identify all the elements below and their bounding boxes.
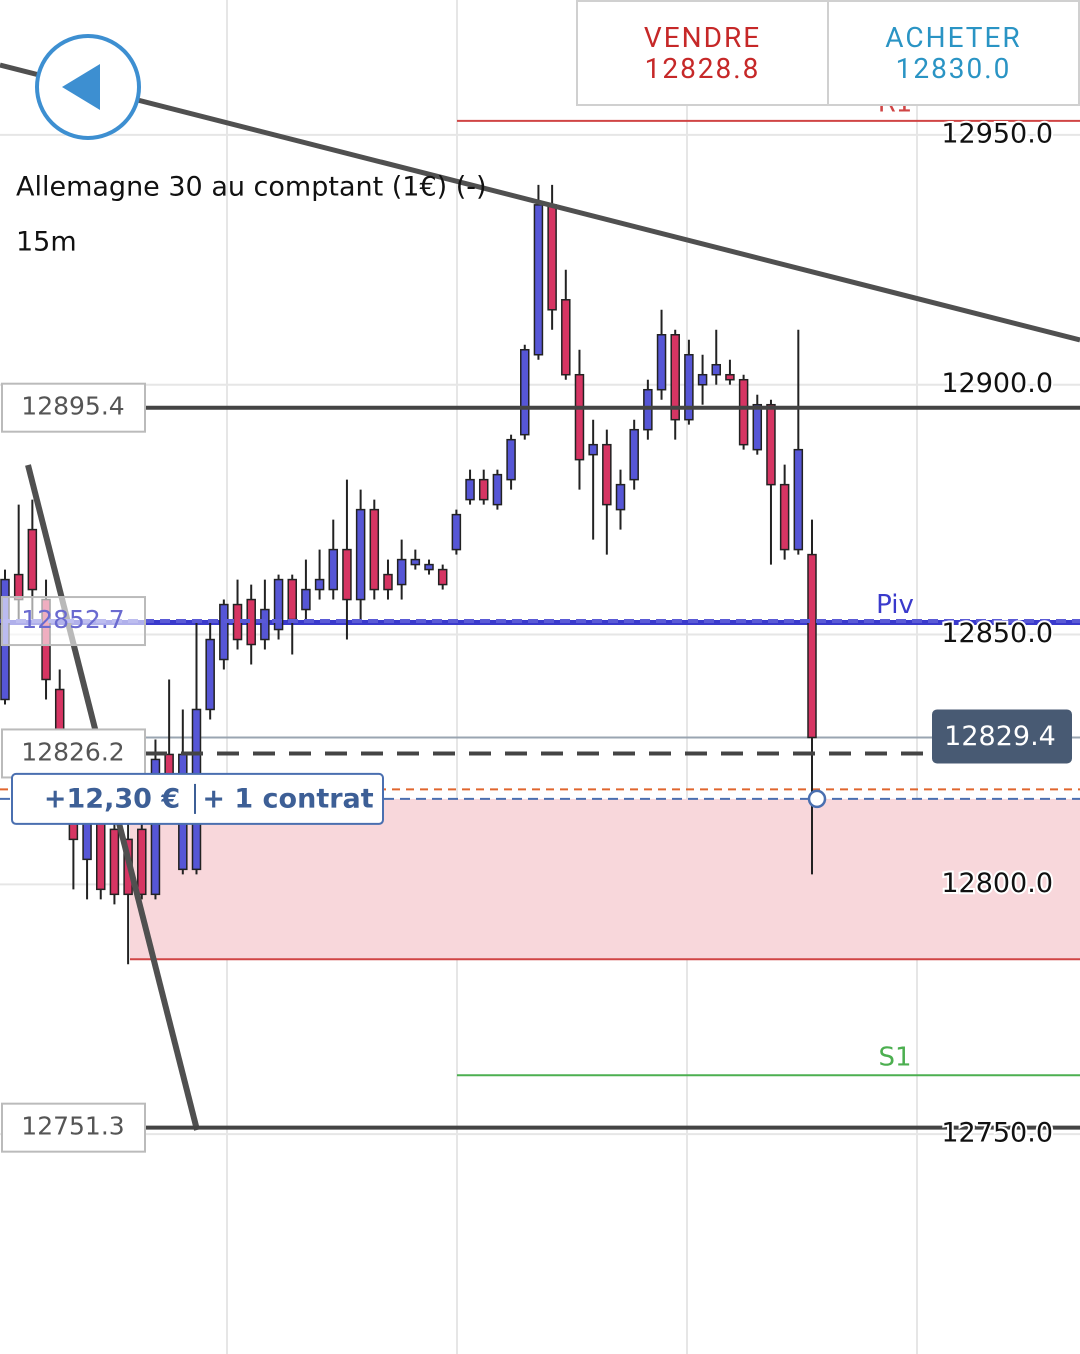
candle-body <box>602 443 612 506</box>
candle-body <box>328 548 339 591</box>
candle-body <box>752 403 763 451</box>
candle-body <box>738 378 749 446</box>
price-line-label: 12751.3 <box>21 1112 124 1141</box>
candle-body <box>533 204 544 356</box>
candle-body <box>451 513 462 551</box>
candle-body <box>219 603 229 661</box>
candle-body <box>629 428 639 481</box>
y-tick-label: 12950.0 <box>941 118 1053 149</box>
buy-label: ACHETER <box>885 21 1022 54</box>
sell-button[interactable]: VENDRE 12828.8 <box>578 2 827 104</box>
candle-body <box>807 553 817 739</box>
candle-body <box>656 334 667 391</box>
price-line-box <box>1 382 146 433</box>
stop-zone <box>130 798 1080 960</box>
position-pnl: +12,30 € <box>44 783 180 814</box>
buy-button[interactable]: ACHETER 12830.0 <box>827 2 1078 104</box>
level-label: S1 <box>878 1043 911 1073</box>
candle-body <box>520 348 530 436</box>
candle-body <box>314 578 325 591</box>
candle-body <box>301 588 311 611</box>
candle-body <box>547 204 557 311</box>
candle-body <box>164 753 174 776</box>
candle-body <box>355 508 366 601</box>
labels: 12950.012900.012850.012800.012750.0R1Piv… <box>1 88 1072 1153</box>
candle-body <box>287 578 297 621</box>
candles <box>0 184 817 965</box>
level-label: Piv <box>876 590 914 620</box>
candle-body <box>82 818 92 861</box>
price-line-label: 12895.4 <box>21 392 124 421</box>
current-price-label: 12829.4 <box>944 721 1056 752</box>
candle-body <box>615 483 626 511</box>
candle-body <box>369 508 380 591</box>
candle-body <box>342 548 352 601</box>
y-tick-label: 12900.0 <box>941 368 1053 399</box>
price-line-label: 12852.7 <box>21 605 124 634</box>
candle-body <box>150 758 161 896</box>
price-line-box <box>1 596 146 647</box>
entry-marker <box>807 789 827 809</box>
candle-body <box>684 353 694 421</box>
candle-body <box>711 363 722 376</box>
candle-body <box>13 573 24 601</box>
position-size: + 1 contrat <box>202 783 373 814</box>
candle-body <box>383 573 393 591</box>
sell-price: 12828.8 <box>644 52 761 85</box>
trend-line <box>0 62 1080 343</box>
candle-body <box>205 638 215 711</box>
candle-body <box>273 578 284 631</box>
y-tick-label: 12750.0 <box>941 1118 1053 1149</box>
y-tick-label: 12800.0 <box>941 868 1053 899</box>
candle-body <box>109 828 120 896</box>
candle-body <box>697 373 708 386</box>
timeframe: 15m <box>16 227 77 258</box>
candle-body <box>492 473 503 506</box>
price-line-box <box>1 728 146 779</box>
position-box <box>11 772 384 825</box>
trade-buttons: VENDRE 12828.8 ACHETER 12830.0 <box>576 0 1080 106</box>
candle-body <box>478 478 489 501</box>
candle-body <box>725 373 735 381</box>
back-arrow[interactable] <box>62 64 100 110</box>
current-price-box <box>932 709 1072 764</box>
candle-body <box>424 563 434 571</box>
back-button[interactable] <box>35 34 141 140</box>
price-line-box <box>1 1102 146 1153</box>
candle-body <box>793 448 804 551</box>
price-line-label: 12826.2 <box>21 737 124 766</box>
instrument-title: Allemagne 30 au comptant (1€) (-) <box>16 172 487 203</box>
candle-body <box>766 403 776 486</box>
candle-body <box>574 373 585 461</box>
candle-body <box>779 483 790 551</box>
sell-label: VENDRE <box>643 21 762 54</box>
candle-body <box>410 558 421 566</box>
candle-body <box>670 334 680 421</box>
candle-body <box>396 558 407 586</box>
y-tick-label: 12850.0 <box>941 618 1053 649</box>
candle-body <box>465 478 475 501</box>
candle-body <box>260 608 270 641</box>
candle-body <box>27 528 38 591</box>
candle-body <box>588 443 598 456</box>
candle-body <box>561 299 571 376</box>
buy-price: 12830.0 <box>895 52 1012 85</box>
candle-body <box>137 828 147 896</box>
candle-body <box>506 438 516 481</box>
candle-body <box>437 568 448 586</box>
